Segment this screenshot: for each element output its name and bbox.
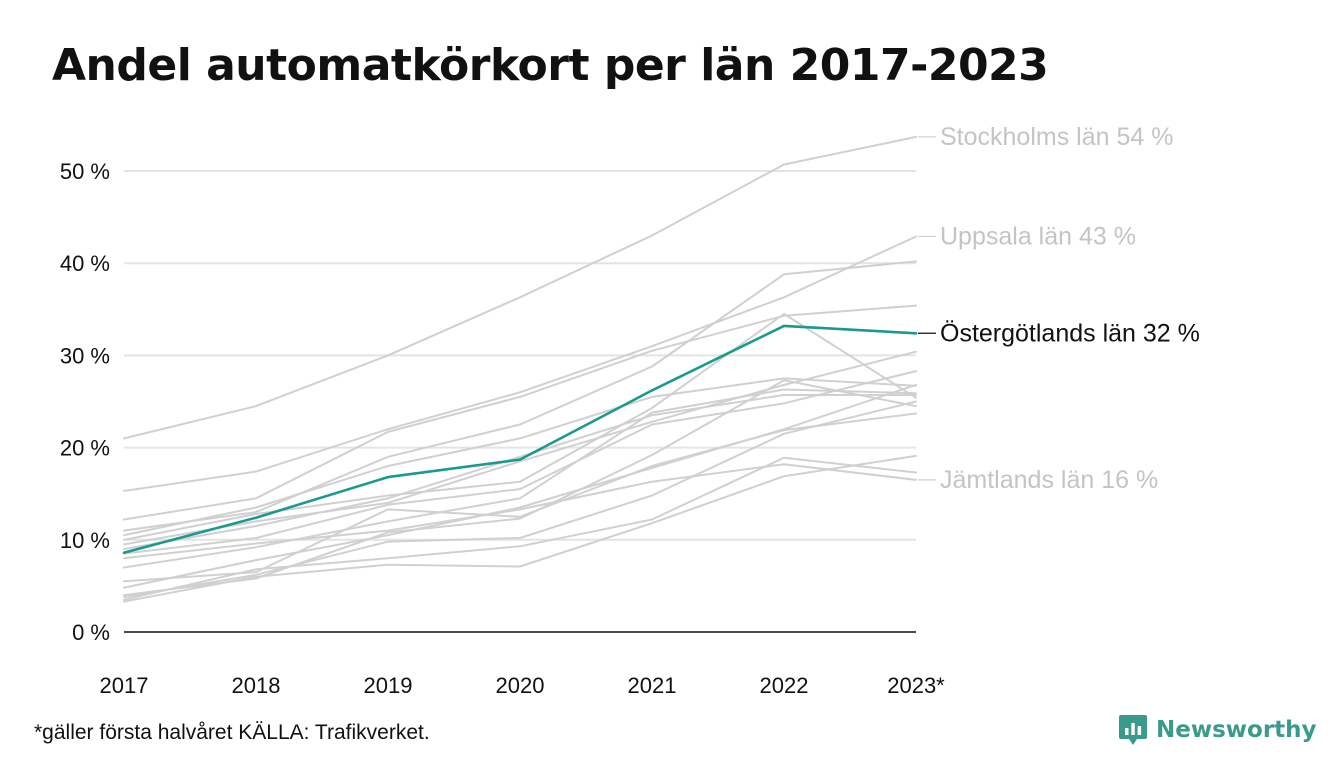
series-line-län-g: [123, 370, 917, 555]
series-end-label: Östergötlands län 32 %: [940, 319, 1200, 347]
series-line-län-c: [123, 377, 917, 537]
series-line-län-l: [123, 400, 917, 598]
series-line-län-h: [123, 388, 917, 569]
x-tick-label: 2023*: [887, 673, 945, 698]
brand-logo: Newsworthy: [1118, 714, 1317, 746]
y-tick-label: 30 %: [60, 343, 110, 368]
x-tick-label: 2020: [496, 673, 545, 698]
footnote-source: *gäller första halvåret KÄLLA: Trafikver…: [34, 721, 430, 744]
y-tick-label: 20 %: [60, 436, 110, 461]
newsworthy-logo-icon: [1119, 715, 1147, 745]
series-labels: Stockholms län 54 % Uppsala län 43 % Öster…: [918, 123, 1200, 494]
series-line-stockholms-län: [123, 135, 917, 440]
y-tick-label: 0 %: [72, 620, 110, 645]
series-line-län-b: [123, 260, 917, 532]
x-tick-label: 2021: [628, 673, 677, 698]
brand-name: Newsworthy: [1156, 717, 1317, 743]
series-line-län-j: [123, 383, 917, 589]
series-end-label: Jämtlands län 16 %: [940, 466, 1158, 494]
x-tick-label: 2019: [364, 673, 413, 698]
series-line-län-m: [123, 456, 917, 601]
series-line-län-e: [123, 350, 917, 546]
x-tick-label: 2022: [760, 673, 809, 698]
x-axis-tick-labels: 2017 2018 2019 2020 2021 2022 2023*: [100, 673, 946, 698]
series-line-län-a: [123, 304, 917, 521]
highlight-series: [122, 324, 918, 555]
series-line-uppsala-län: [123, 235, 917, 492]
grid-lines: [124, 170, 916, 633]
series-end-label: Uppsala län 43 %: [940, 222, 1136, 250]
background-series: [123, 135, 917, 603]
series-line-östergötlands-län: [122, 324, 918, 555]
series-line-län-d: [123, 312, 917, 541]
y-axis-tick-labels: 0 % 10 % 20 % 30 % 40 % 50 %: [60, 159, 110, 645]
series-line-län-n: [123, 454, 917, 603]
series-line-jämtlands-län: [123, 463, 917, 560]
y-tick-label: 50 %: [60, 159, 110, 184]
y-tick-label: 10 %: [60, 528, 110, 553]
chart-title: Andel automatkörkort per län 2017-2023: [52, 40, 1049, 91]
series-end-label: Stockholms län 54 %: [940, 123, 1173, 151]
series-line-län-f: [123, 394, 917, 550]
x-tick-label: 2018: [232, 673, 281, 698]
series-line-län-k: [123, 379, 917, 597]
y-tick-label: 40 %: [60, 251, 110, 276]
x-tick-label: 2017: [100, 673, 149, 698]
